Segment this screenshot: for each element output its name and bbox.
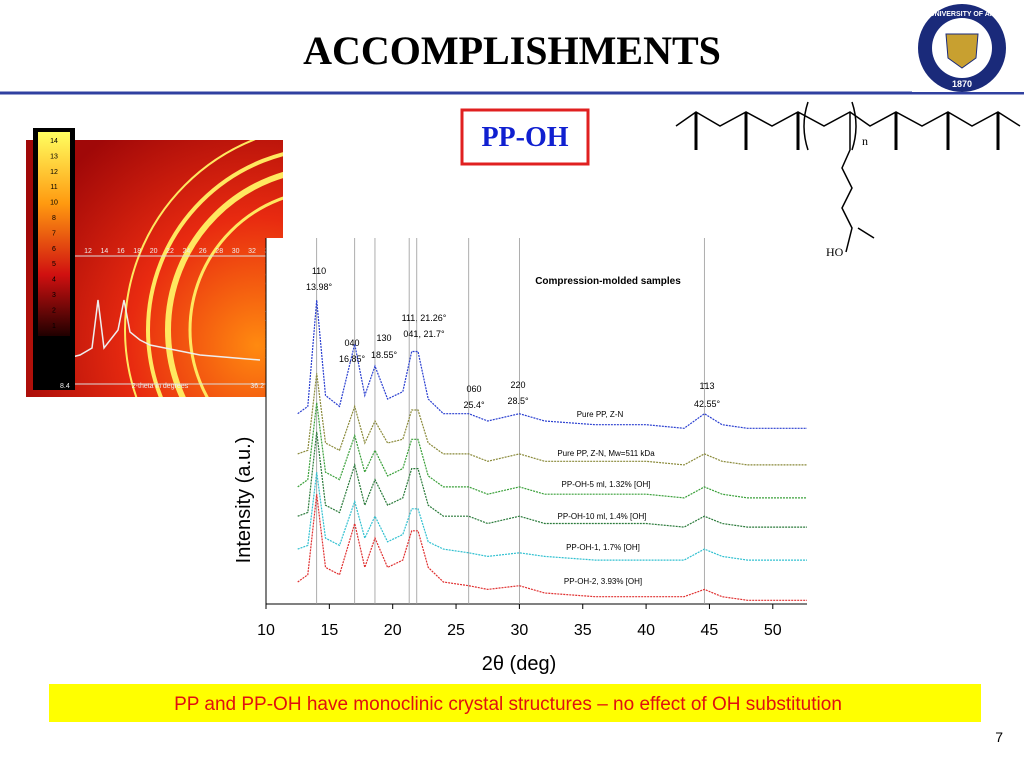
series-line	[297, 373, 807, 466]
inset-x-start: 8.4	[60, 383, 70, 390]
inset-top-label: 12	[84, 248, 92, 255]
peak-label: 040	[344, 338, 359, 348]
inset-top-label: 30	[232, 248, 240, 255]
x-tick-label: 30	[510, 622, 528, 639]
colorbar-label: 6	[52, 246, 56, 253]
series-label: Pure PP, Z-N, Mw=511 kDa	[557, 449, 655, 458]
x-tick-label: 50	[764, 622, 782, 639]
peak-label: 110	[312, 266, 326, 276]
colorbar-label: 8	[52, 215, 56, 222]
series-label: PP-OH-5 ml, 1.32% [OH]	[562, 480, 651, 489]
series-line	[297, 300, 807, 429]
colorbar-label: 5	[52, 261, 56, 268]
x-tick-label: 20	[384, 622, 402, 639]
series-line	[297, 494, 807, 601]
peak-label: 18.55°	[371, 350, 398, 360]
peak-label: 28.5°	[507, 396, 529, 406]
caption-box	[49, 684, 981, 722]
x-tick-label: 25	[447, 622, 465, 639]
colorbar-label: 14	[50, 138, 58, 145]
colorbar-label: 10	[50, 200, 58, 207]
x-tick-label: 10	[257, 622, 275, 639]
x-axis-title: 2θ (deg)	[482, 653, 557, 675]
colorbar-label: 11	[50, 184, 57, 191]
series-line	[297, 402, 807, 499]
series-label: PP-OH-2, 3.93% [OH]	[564, 577, 642, 586]
colorbar-label: 1	[52, 323, 56, 330]
series-line	[297, 431, 807, 528]
colorbar-label: 4	[52, 277, 56, 284]
peak-label: 16.85°	[339, 354, 366, 364]
inset-top-label: 18	[133, 248, 141, 255]
series-label: Pure PP, Z-N	[577, 410, 624, 419]
x-tick-label: 45	[701, 622, 719, 639]
colorbar-label: 7	[52, 230, 56, 237]
series-label: PP-OH-10 ml, 1.4% [OH]	[558, 512, 647, 521]
caption: PP and PP-OH have monoclinic crystal str…	[174, 694, 842, 715]
plot-area	[266, 238, 807, 604]
peak-label: 13.98°	[306, 282, 333, 292]
series-label: PP-OH-1, 1.7% [OH]	[566, 543, 640, 552]
repeat-index: n	[862, 134, 868, 148]
peak-label: 041, 21.7°	[403, 329, 445, 339]
colorbar-label: 0	[52, 338, 56, 345]
slide-title: ACCOMPLISHMENTS	[303, 28, 721, 73]
colorbar-label: 13	[50, 153, 58, 160]
logo-year: 1870	[952, 79, 972, 89]
inset-top-label: 22	[166, 248, 174, 255]
inset-top-label: 24	[183, 248, 191, 255]
peak-label: 220	[510, 380, 525, 390]
inset-x-title: 2-theta in degrees	[132, 383, 189, 390]
peak-label: 1̄13	[699, 381, 714, 391]
label: PP-OH	[481, 122, 568, 153]
inset-top-label: 32	[248, 248, 256, 255]
inset-top-label: 28	[215, 248, 223, 255]
peak-label: 111, 21.26°	[402, 313, 447, 323]
x-tick-label: 40	[637, 622, 655, 639]
colorbar-label: 2	[52, 307, 56, 314]
peak-label: 130	[376, 333, 391, 343]
x-tick-label: 35	[574, 622, 592, 639]
structure	[675, 101, 1021, 253]
inset-top-label: 20	[150, 248, 158, 255]
series-line	[297, 472, 807, 561]
peak-label: 25.4°	[463, 400, 485, 410]
logo: THE UNIVERSITY OF AKRON 1870	[912, 0, 1024, 92]
peak-label: 42.55°	[694, 399, 721, 409]
inset-x-end: 36.2	[250, 383, 264, 390]
end-group: HO	[826, 245, 844, 259]
inset-top-label: 26	[199, 248, 207, 255]
label-box	[460, 108, 590, 166]
colorbar-label: 3	[52, 292, 56, 299]
chart-title: Compression-molded samples	[535, 276, 681, 287]
inset-top-label: 14	[101, 248, 109, 255]
plot: 10 15 20 25 30 35 40 45 50 110 13.98° 040 16.85° 130 1…	[257, 238, 807, 639]
peak-label: 060	[466, 384, 481, 394]
inset-top-label: 16	[117, 248, 125, 255]
x-tick-label: 15	[320, 622, 338, 639]
y-axis-title: Intensity (a.u.)	[233, 437, 255, 564]
logo-text: THE UNIVERSITY OF AKRON	[914, 11, 1011, 18]
colorbar-label: 12	[50, 169, 58, 176]
page-number: 7	[995, 729, 1003, 745]
